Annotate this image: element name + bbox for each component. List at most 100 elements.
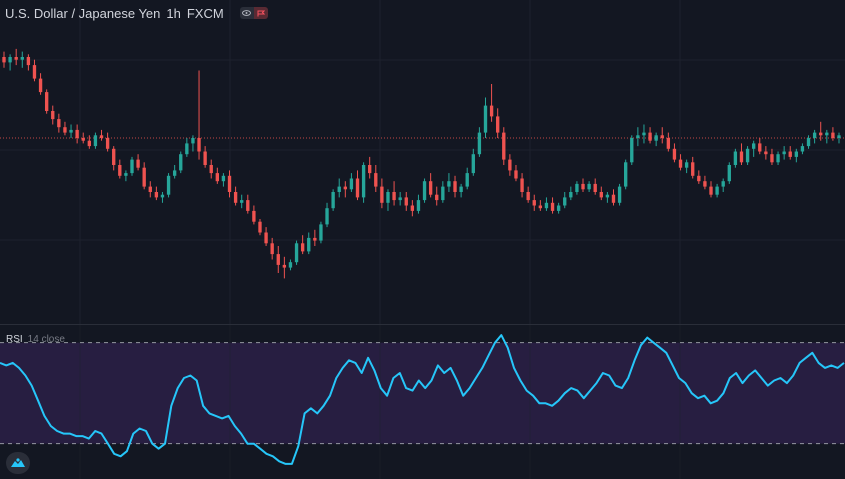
interval-label[interactable]: 1h [166,5,181,21]
candle-body [611,194,616,203]
candle [691,156,695,179]
candle-body [270,243,274,255]
candle [215,167,219,184]
candle [179,151,183,174]
candle-body [38,78,43,93]
candle-body [496,116,500,133]
candle [300,235,305,255]
candle [709,181,713,198]
candle [672,143,677,163]
candle [142,162,146,190]
eye-icon[interactable] [239,7,254,19]
candle [678,154,683,171]
candle [105,132,110,152]
candle [459,183,463,198]
candle [447,173,451,192]
candle-body [404,197,408,206]
flag-icon[interactable] [253,7,268,19]
candle-body [87,140,92,147]
candle-body [831,132,835,138]
candle [697,170,701,184]
candle [233,186,238,206]
source-label: FXCM [186,5,224,21]
candle [203,146,207,168]
candle [398,192,402,206]
candle-body [739,151,744,163]
candle-body [697,175,701,182]
candle [258,219,262,236]
candle [44,89,49,114]
candle-body [240,200,244,203]
candle-body [227,175,232,192]
candle [715,183,719,198]
candle [782,146,786,160]
candle-body [733,151,738,165]
candle-body [703,181,707,187]
candle-body [422,181,427,201]
candle [532,194,536,211]
candle [422,178,427,203]
candle-body [136,159,140,168]
candle-body [447,181,451,187]
candle-body [569,192,573,198]
rsi-legend[interactable]: RSI 14 close [6,334,65,345]
candle-body [191,138,195,144]
candle-body [794,151,799,157]
candle-body [337,186,341,192]
candle-body [624,162,628,187]
candle-body [642,132,646,136]
candle [26,54,31,71]
candle-body [758,143,762,152]
candle [812,129,817,144]
candle-body [745,148,750,163]
candle [654,132,658,147]
candle-body [380,186,384,203]
rsi-band [0,342,845,444]
candle-body [721,181,725,187]
candle-body [361,165,366,198]
candle-body [8,57,12,63]
candle [209,159,213,179]
candle [343,181,347,198]
rsi-chart[interactable] [0,325,845,479]
candle [221,173,226,187]
candle-body [538,205,543,209]
candle [581,178,585,192]
candle-body [313,237,317,241]
candle-body [130,159,134,174]
candle [684,159,689,174]
candle [611,189,616,206]
symbol-title[interactable]: U.S. Dollar / Japanese Yen [5,5,161,21]
candle [75,124,79,144]
candle [118,159,122,179]
candle [831,127,835,141]
candle [355,170,360,201]
price-chart[interactable] [0,0,845,325]
candle-body [526,192,530,201]
logo-icon[interactable] [6,452,30,474]
candle-body [69,129,73,133]
candle [605,192,610,203]
candle [508,154,512,176]
candle [81,132,85,144]
candle-body [806,138,811,147]
candle-body [520,178,524,192]
candle [666,132,671,152]
candle-body [105,138,110,149]
candle-body [599,192,603,198]
candle [751,140,756,157]
candle-body [617,186,622,203]
candle-body [20,57,24,60]
candle [93,132,98,149]
candle [240,194,244,209]
candle-body [825,132,829,136]
candle-body [441,186,445,201]
candle-body [550,202,555,211]
candle [148,181,152,198]
candle [154,186,159,201]
candle [544,197,549,211]
candle-body [587,183,591,190]
candle-body [489,105,494,117]
candle [483,97,488,138]
